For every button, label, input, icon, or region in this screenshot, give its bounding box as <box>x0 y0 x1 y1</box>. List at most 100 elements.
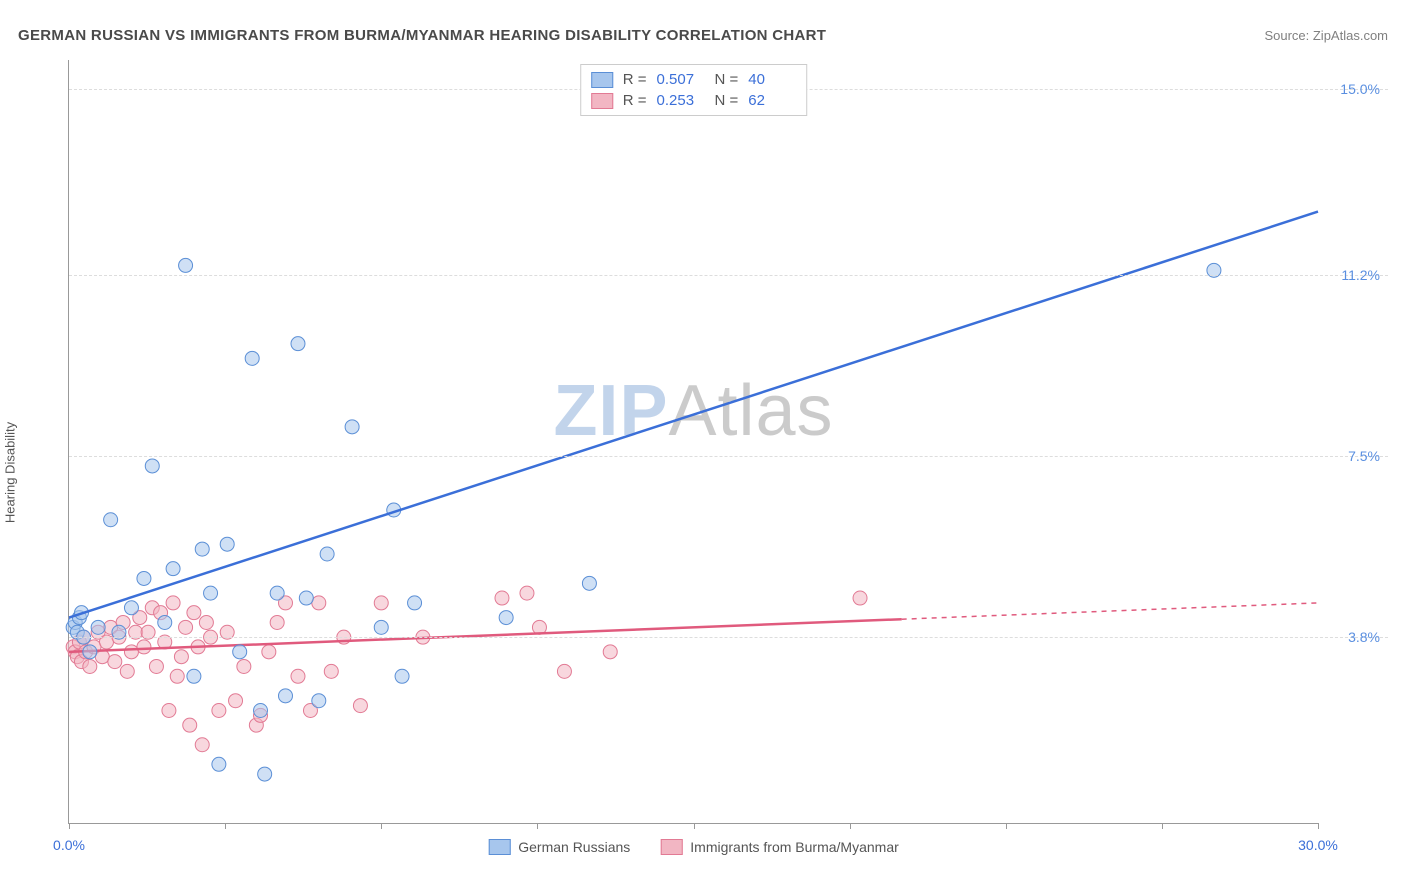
x-tick <box>69 823 70 829</box>
data-point <box>233 645 247 659</box>
data-point <box>853 591 867 605</box>
r-label: R = <box>623 92 647 109</box>
data-point <box>582 576 596 590</box>
data-point <box>179 620 193 634</box>
data-point <box>291 337 305 351</box>
y-tick-label: 7.5% <box>1348 448 1380 464</box>
n-value-b: 62 <box>748 92 796 109</box>
scatter-svg <box>69 60 1318 823</box>
chart-container: Hearing Disability ZIPAtlas R = 0.507 N … <box>18 56 1388 874</box>
data-point <box>166 562 180 576</box>
data-point <box>499 611 513 625</box>
r-value-b: 0.253 <box>657 92 705 109</box>
gridline <box>69 637 1388 638</box>
data-point <box>229 694 243 708</box>
data-point <box>91 620 105 634</box>
trend-line <box>69 212 1318 618</box>
data-point <box>237 659 251 673</box>
data-point <box>324 664 338 678</box>
data-point <box>170 669 184 683</box>
data-point <box>312 596 326 610</box>
data-point <box>345 420 359 434</box>
data-point <box>120 664 134 678</box>
data-point <box>145 459 159 473</box>
data-point <box>162 704 176 718</box>
data-point <box>195 738 209 752</box>
data-point <box>187 606 201 620</box>
data-point <box>320 547 334 561</box>
data-point <box>199 615 213 629</box>
x-tick <box>850 823 851 829</box>
data-point <box>83 645 97 659</box>
r-value-a: 0.507 <box>657 71 705 88</box>
legend-stats-row-a: R = 0.507 N = 40 <box>591 69 797 90</box>
data-point <box>212 757 226 771</box>
data-point <box>166 596 180 610</box>
gridline <box>69 456 1388 457</box>
data-point <box>374 596 388 610</box>
data-point <box>254 704 268 718</box>
legend-series: German Russians Immigrants from Burma/My… <box>488 839 899 855</box>
r-label: R = <box>623 71 647 88</box>
x-tick <box>225 823 226 829</box>
chart-title: GERMAN RUSSIAN VS IMMIGRANTS FROM BURMA/… <box>18 27 826 44</box>
data-point <box>603 645 617 659</box>
y-tick-label: 15.0% <box>1340 81 1380 97</box>
swatch-series-a <box>488 839 510 855</box>
data-point <box>137 571 151 585</box>
data-point <box>204 586 218 600</box>
data-point <box>374 620 388 634</box>
source-attribution: Source: ZipAtlas.com <box>1264 28 1388 43</box>
data-point <box>195 542 209 556</box>
data-point <box>183 718 197 732</box>
data-point <box>408 596 422 610</box>
data-point <box>83 659 97 673</box>
data-point <box>557 664 571 678</box>
y-tick-label: 11.2% <box>1341 267 1380 283</box>
n-label: N = <box>715 71 739 88</box>
x-tick <box>1006 823 1007 829</box>
n-value-a: 40 <box>748 71 796 88</box>
swatch-series-a <box>591 72 613 88</box>
data-point <box>212 704 226 718</box>
gridline <box>69 275 1388 276</box>
data-point <box>104 513 118 527</box>
data-point <box>258 767 272 781</box>
plot-area: ZIPAtlas R = 0.507 N = 40 R = 0.253 N = … <box>68 60 1318 824</box>
data-point <box>108 655 122 669</box>
swatch-series-b <box>591 93 613 109</box>
data-point <box>187 669 201 683</box>
data-point <box>270 615 284 629</box>
x-tick <box>381 823 382 829</box>
data-point <box>124 601 138 615</box>
x-tick <box>1318 823 1319 829</box>
x-tick <box>537 823 538 829</box>
x-tick-label: 0.0% <box>53 837 85 853</box>
x-tick <box>1162 823 1163 829</box>
trend-line-extrapolated <box>902 603 1318 619</box>
data-point <box>220 537 234 551</box>
data-point <box>245 351 259 365</box>
data-point <box>520 586 534 600</box>
data-point <box>291 669 305 683</box>
y-tick-label: 3.8% <box>1348 629 1380 645</box>
trend-line <box>69 619 902 652</box>
legend-label-b: Immigrants from Burma/Myanmar <box>690 839 898 855</box>
legend-label-a: German Russians <box>518 839 630 855</box>
data-point <box>149 659 163 673</box>
data-point <box>270 586 284 600</box>
data-point <box>158 615 172 629</box>
data-point <box>179 258 193 272</box>
y-axis-label: Hearing Disability <box>3 422 18 523</box>
legend-stats-row-b: R = 0.253 N = 62 <box>591 90 797 111</box>
data-point <box>124 645 138 659</box>
data-point <box>174 650 188 664</box>
data-point <box>353 699 367 713</box>
chart-header: GERMAN RUSSIAN VS IMMIGRANTS FROM BURMA/… <box>18 20 1388 50</box>
swatch-series-b <box>660 839 682 855</box>
legend-item-a: German Russians <box>488 839 630 855</box>
x-tick <box>694 823 695 829</box>
data-point <box>395 669 409 683</box>
legend-item-b: Immigrants from Burma/Myanmar <box>660 839 898 855</box>
x-tick-label: 30.0% <box>1298 837 1338 853</box>
